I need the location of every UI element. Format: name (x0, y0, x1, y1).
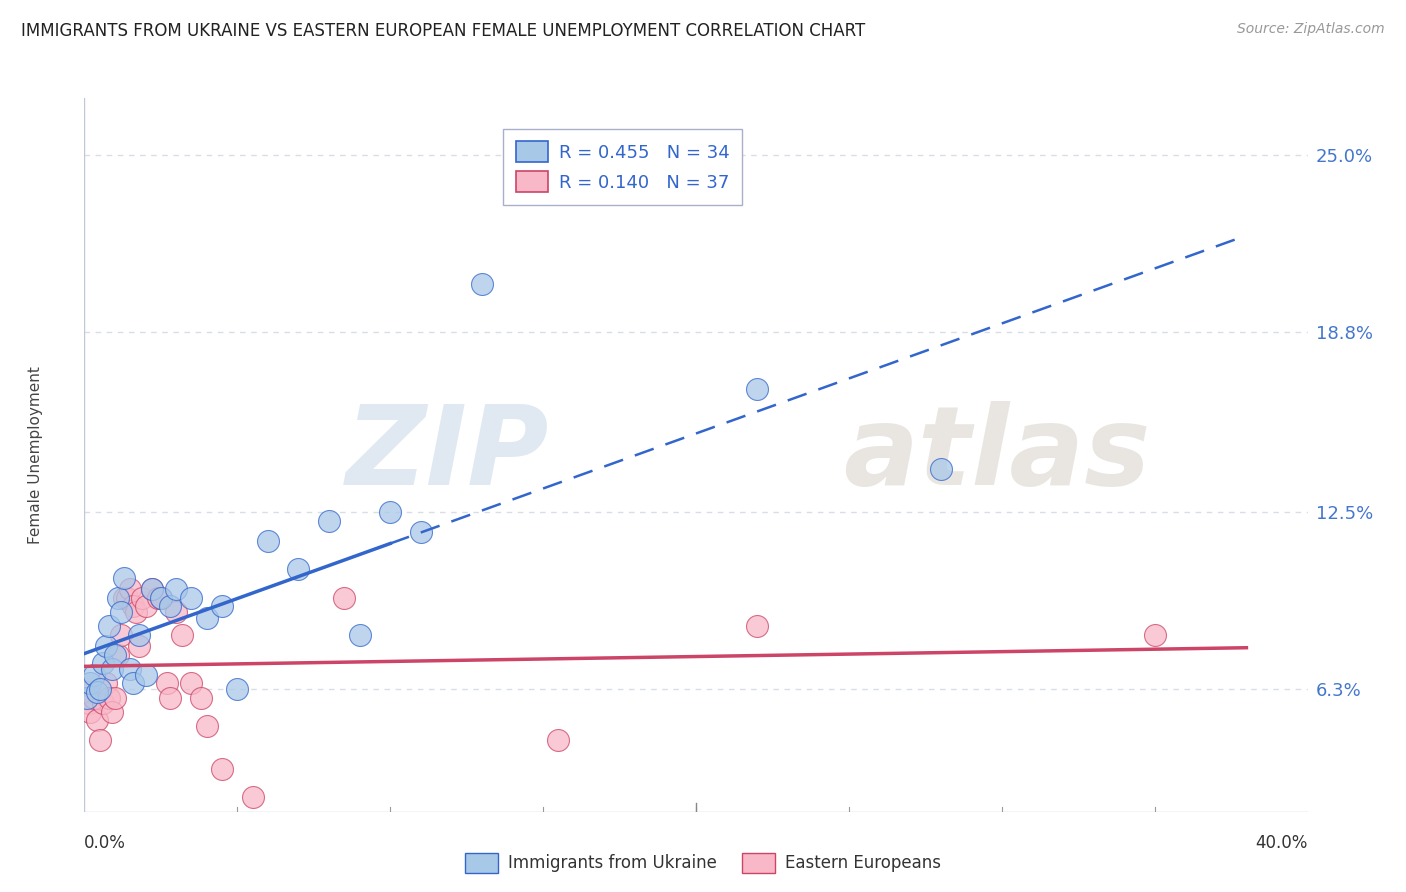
Point (141, 582, 163, 596)
Point (110, 628, 132, 642)
Text: ZIP: ZIP (346, 401, 550, 508)
Point (195, 719, 218, 733)
Text: 40.0%: 40.0% (1256, 834, 1308, 852)
Point (380, 505, 402, 519)
Legend: R = 0.455   N = 34, R = 0.140   N = 37: R = 0.455 N = 34, R = 0.140 N = 37 (503, 128, 742, 204)
Point (77, 696, 100, 710)
Point (146, 591, 169, 605)
Point (112, 591, 135, 605)
Point (242, 790, 264, 805)
Point (1143, 628, 1166, 642)
Point (89, 733, 111, 747)
Text: 0.0%: 0.0% (84, 834, 127, 852)
Point (86, 714, 108, 728)
Point (149, 591, 172, 605)
Point (76, 685, 98, 699)
Point (122, 599, 145, 614)
Point (547, 733, 569, 747)
Point (180, 591, 202, 605)
Point (89, 681, 111, 696)
Point (135, 599, 157, 614)
Point (190, 690, 212, 705)
Point (91, 657, 114, 671)
Point (180, 676, 202, 690)
Point (83, 690, 105, 705)
Point (128, 639, 150, 653)
Point (159, 599, 181, 614)
Point (112, 571, 135, 585)
Point (318, 514, 340, 528)
Point (165, 605, 187, 619)
Point (86, 685, 108, 699)
Text: Female Unemployment: Female Unemployment (28, 366, 44, 544)
Point (122, 676, 145, 690)
Point (97, 619, 120, 633)
Point (257, 533, 280, 548)
Point (104, 648, 127, 662)
Text: Source: ZipAtlas.com: Source: ZipAtlas.com (1237, 22, 1385, 37)
Point (101, 662, 124, 676)
Point (110, 605, 132, 619)
Point (94, 639, 117, 653)
Point (101, 705, 124, 719)
Point (83, 667, 105, 681)
Point (115, 591, 138, 605)
Point (172, 628, 194, 642)
Point (79, 676, 101, 690)
Point (211, 599, 233, 614)
Point (349, 628, 371, 642)
Point (195, 610, 218, 624)
Point (929, 462, 952, 476)
Text: atlas: atlas (842, 401, 1150, 508)
Point (149, 591, 172, 605)
Point (107, 591, 129, 605)
Point (107, 648, 129, 662)
Point (97, 690, 120, 705)
Text: IMMIGRANTS FROM UKRAINE VS EASTERN EUROPEAN FEMALE UNEMPLOYMENT CORRELATION CHAR: IMMIGRANTS FROM UKRAINE VS EASTERN EUROP… (21, 22, 865, 40)
Point (120, 662, 142, 676)
Point (333, 591, 356, 605)
Point (125, 605, 148, 619)
Point (76, 690, 98, 705)
Point (747, 382, 769, 396)
Point (104, 690, 127, 705)
Point (409, 524, 432, 539)
Point (91, 696, 114, 710)
Point (135, 667, 157, 681)
Point (226, 681, 249, 696)
Point (159, 690, 181, 705)
Point (120, 582, 142, 596)
Point (165, 582, 187, 596)
Point (156, 676, 179, 690)
Point (94, 676, 117, 690)
Point (471, 277, 494, 291)
Legend: Immigrants from Ukraine, Eastern Europeans: Immigrants from Ukraine, Eastern Europea… (458, 847, 948, 880)
Point (211, 762, 233, 776)
Point (287, 562, 309, 576)
Point (131, 591, 153, 605)
Point (747, 619, 769, 633)
Point (141, 582, 163, 596)
Point (79, 705, 101, 719)
Point (128, 628, 150, 642)
